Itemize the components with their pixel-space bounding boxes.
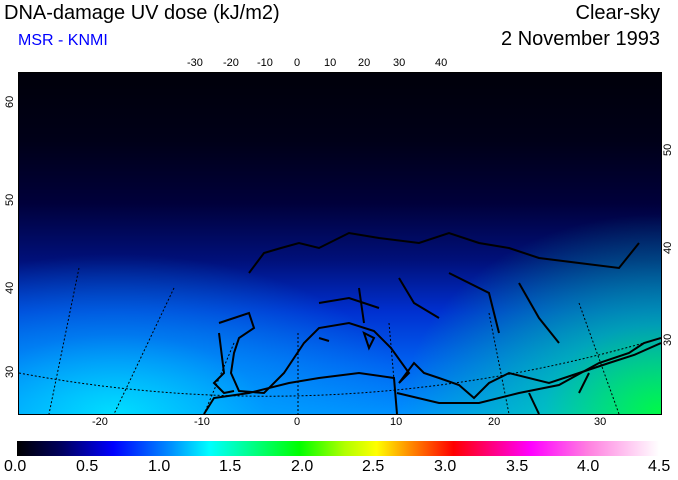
colorbar-label: 0.5 — [76, 458, 99, 475]
top-lon-tick: -30 — [187, 57, 203, 69]
colorbar-label: 4.0 — [577, 458, 600, 475]
top-lon-tick: -10 — [257, 57, 273, 69]
top-lon-tick: -20 — [223, 57, 239, 69]
left-lat-tick: 50 — [4, 193, 16, 206]
graticule — [19, 267, 661, 414]
left-lat-tick: 60 — [4, 95, 16, 108]
uv-dose-map — [18, 72, 662, 415]
bottom-lon-tick: 10 — [390, 416, 403, 428]
colorbar-label: 1.5 — [219, 458, 242, 475]
colorbar-label: 2.5 — [362, 458, 385, 475]
map-title: DNA-damage UV dose (kJ/m2) — [4, 2, 280, 24]
condition-label: Clear-sky — [575, 2, 660, 24]
right-lat-tick: 50 — [662, 143, 674, 156]
date-label: 2 November 1993 — [501, 28, 660, 50]
left-lat-tick: 40 — [4, 281, 16, 294]
coastlines — [203, 231, 661, 414]
left-lat-tick: 30 — [4, 365, 16, 378]
bottom-lon-tick: 20 — [488, 416, 501, 428]
bottom-lon-tick: 0 — [294, 416, 301, 428]
coastlines-and-grid — [19, 231, 661, 414]
colorbar — [17, 441, 659, 456]
top-lon-tick: 0 — [294, 57, 301, 69]
top-lon-tick: 20 — [358, 57, 371, 69]
colorbar-label: 4.5 — [648, 458, 671, 475]
top-lon-tick: 40 — [435, 57, 448, 69]
bottom-lon-tick: -20 — [92, 416, 108, 428]
colorbar-label: 0.0 — [4, 458, 27, 475]
top-lon-tick: 30 — [393, 57, 406, 69]
right-lat-tick: 30 — [662, 333, 674, 346]
top-lon-tick: 10 — [324, 57, 337, 69]
source-label: MSR - KNMI — [18, 32, 108, 49]
colorbar-label: 2.0 — [291, 458, 314, 475]
colorbar-label: 3.5 — [506, 458, 529, 475]
bottom-lon-tick: 30 — [594, 416, 607, 428]
colorbar-label: 3.0 — [434, 458, 457, 475]
right-lat-tick: 40 — [662, 241, 674, 254]
bottom-lon-tick: -10 — [194, 416, 210, 428]
colorbar-label: 1.0 — [148, 458, 171, 475]
